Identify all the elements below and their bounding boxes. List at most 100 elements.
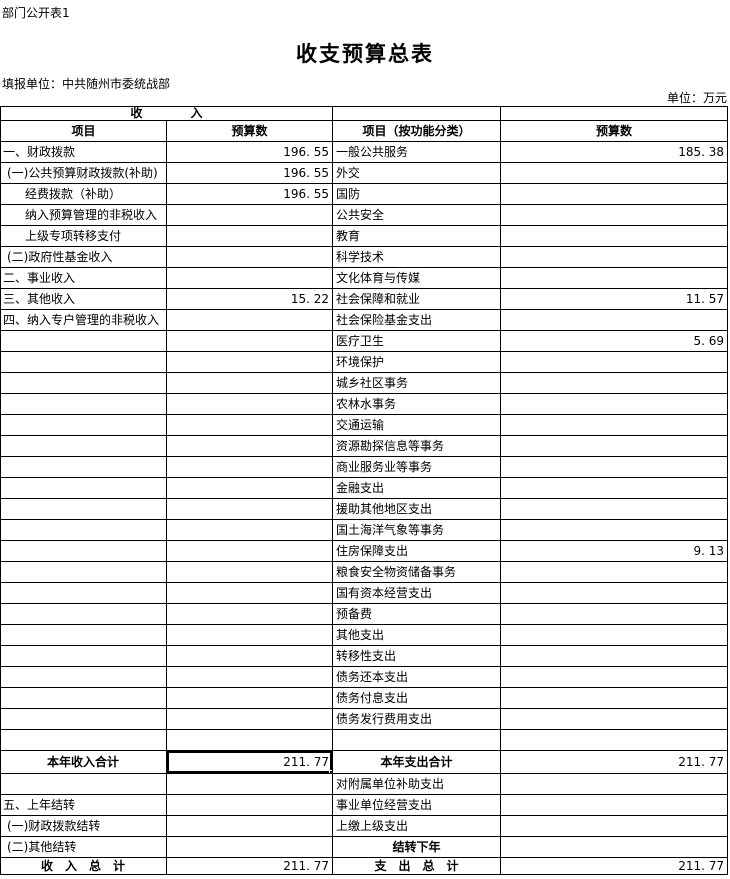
income-item-cell[interactable]: 二、事业收入 [0,267,167,289]
income-item-cell[interactable]: (一)财政拨款结转 [0,815,167,837]
expense-budget-cell[interactable] [500,687,729,709]
income-budget-cell[interactable]: 196. 55 [165,162,334,184]
income-budget-cell[interactable] [165,225,334,247]
income-budget-cell[interactable] [165,687,334,709]
income-item-cell[interactable] [0,645,167,667]
expense-budget-cell[interactable] [500,246,729,268]
income-item-cell[interactable]: (二)其他结转 [0,836,167,858]
expense-item-cell[interactable]: 环境保护 [332,351,502,373]
income-budget-cell[interactable] [165,456,334,478]
income-item-cell[interactable] [0,330,167,352]
expense-item-cell[interactable]: 住房保障支出 [332,540,502,562]
income-budget-cell[interactable] [165,773,334,795]
income-item-cell[interactable]: 收 入 总 计 [0,857,167,875]
expense-item-cell[interactable]: 教育 [332,225,502,247]
col-header-func-budget[interactable]: 预算数 [500,120,729,142]
expense-item-cell[interactable]: 事业单位经营支出 [332,794,502,816]
expense-budget-cell[interactable]: 9. 13 [500,540,729,562]
income-item-cell[interactable] [0,603,167,625]
col-header-budget[interactable]: 预算数 [165,120,334,142]
income-item-cell[interactable] [0,624,167,646]
income-budget-cell[interactable] [165,729,334,751]
expense-budget-cell[interactable] [500,456,729,478]
col-header-func-item[interactable]: 项目（按功能分类） [332,120,502,142]
expense-item-cell[interactable]: 一般公共服务 [332,141,502,163]
expense-item-cell[interactable]: 债务发行费用支出 [332,708,502,730]
income-budget-cell[interactable] [165,645,334,667]
income-budget-cell[interactable] [165,330,334,352]
income-budget-cell[interactable] [165,540,334,562]
income-item-cell[interactable] [0,435,167,457]
expense-budget-cell[interactable] [500,204,729,226]
income-item-cell[interactable] [0,351,167,373]
selected-budget-cell[interactable]: 211. 77 [165,750,334,774]
income-item-cell[interactable] [0,498,167,520]
income-budget-cell[interactable]: 196. 55 [165,183,334,205]
income-budget-cell[interactable] [165,666,334,688]
fill-handle[interactable] [329,770,332,773]
expense-budget-cell[interactable] [500,267,729,289]
expense-item-cell[interactable] [332,729,502,751]
income-budget-cell[interactable] [165,498,334,520]
expense-item-cell[interactable]: 社会保障和就业 [332,288,502,310]
expense-budget-cell[interactable] [500,414,729,436]
expense-item-cell[interactable]: 支 出 总 计 [332,857,502,875]
expense-item-cell[interactable]: 转移性支出 [332,645,502,667]
expense-item-cell[interactable]: 公共安全 [332,204,502,226]
income-item-cell[interactable]: 一、财政拨款 [0,141,167,163]
expense-budget-cell[interactable] [500,309,729,331]
expense-item-cell[interactable]: 国有资本经营支出 [332,582,502,604]
income-item-cell[interactable]: 五、上年结转 [0,794,167,816]
income-item-cell[interactable]: 经费拨款（补助） [0,183,167,205]
expense-budget-cell[interactable] [500,603,729,625]
expense-item-cell[interactable]: 债务还本支出 [332,666,502,688]
income-item-cell[interactable]: 纳入预算管理的非税收入 [0,204,167,226]
income-item-cell[interactable]: 四、纳入专户管理的非税收入 [0,309,167,331]
expense-item-cell[interactable]: 农林水事务 [332,393,502,415]
expense-item-cell[interactable]: 外交 [332,162,502,184]
expense-item-cell[interactable]: 医疗卫生 [332,330,502,352]
expense-item-cell[interactable]: 交通运输 [332,414,502,436]
expense-budget-cell[interactable]: 11. 57 [500,288,729,310]
expense-item-cell[interactable]: 科学技术 [332,246,502,268]
income-item-cell[interactable] [0,456,167,478]
income-item-cell[interactable] [0,687,167,709]
expense-budget-cell[interactable] [500,836,729,858]
expense-item-cell[interactable]: 债务付息支出 [332,687,502,709]
income-item-cell[interactable] [0,540,167,562]
income-item-cell[interactable]: (一)公共预算财政拨款(补助) [0,162,167,184]
expense-item-cell[interactable]: 文化体育与传媒 [332,267,502,289]
income-item-cell[interactable] [0,773,167,795]
expense-item-cell[interactable]: 社会保险基金支出 [332,309,502,331]
income-item-cell[interactable] [0,582,167,604]
income-item-cell[interactable] [0,708,167,730]
expense-budget-cell[interactable] [500,815,729,837]
expense-budget-cell[interactable] [500,372,729,394]
expense-item-cell[interactable]: 其他支出 [332,624,502,646]
income-budget-cell[interactable] [165,582,334,604]
expense-item-cell[interactable]: 粮食安全物资储备事务 [332,561,502,583]
income-budget-cell[interactable] [165,836,334,858]
expense-budget-cell[interactable] [500,225,729,247]
income-budget-cell[interactable]: 211. 77 [165,857,334,875]
expense-budget-cell[interactable] [500,645,729,667]
income-item-cell[interactable] [0,477,167,499]
expense-budget-cell[interactable]: 211. 77 [500,750,729,774]
expense-item-cell[interactable]: 对附属单位补助支出 [332,773,502,795]
expense-budget-cell[interactable] [500,498,729,520]
expense-budget-cell[interactable] [500,561,729,583]
income-item-cell[interactable]: 三、其他收入 [0,288,167,310]
expense-budget-cell[interactable] [500,183,729,205]
income-item-cell[interactable]: 本年收入合计 [0,750,167,774]
expense-budget-cell[interactable] [500,351,729,373]
income-item-cell[interactable] [0,729,167,751]
income-item-cell[interactable]: 上级专项转移支付 [0,225,167,247]
expense-item-cell[interactable]: 资源勘探信息等事务 [332,435,502,457]
expense-budget-cell[interactable] [500,666,729,688]
expense-item-cell[interactable]: 预备费 [332,603,502,625]
income-budget-cell[interactable] [165,393,334,415]
income-budget-cell[interactable]: 196. 55 [165,141,334,163]
expense-budget-cell[interactable] [500,773,729,795]
income-budget-cell[interactable] [165,309,334,331]
expense-item-cell[interactable]: 上缴上级支出 [332,815,502,837]
